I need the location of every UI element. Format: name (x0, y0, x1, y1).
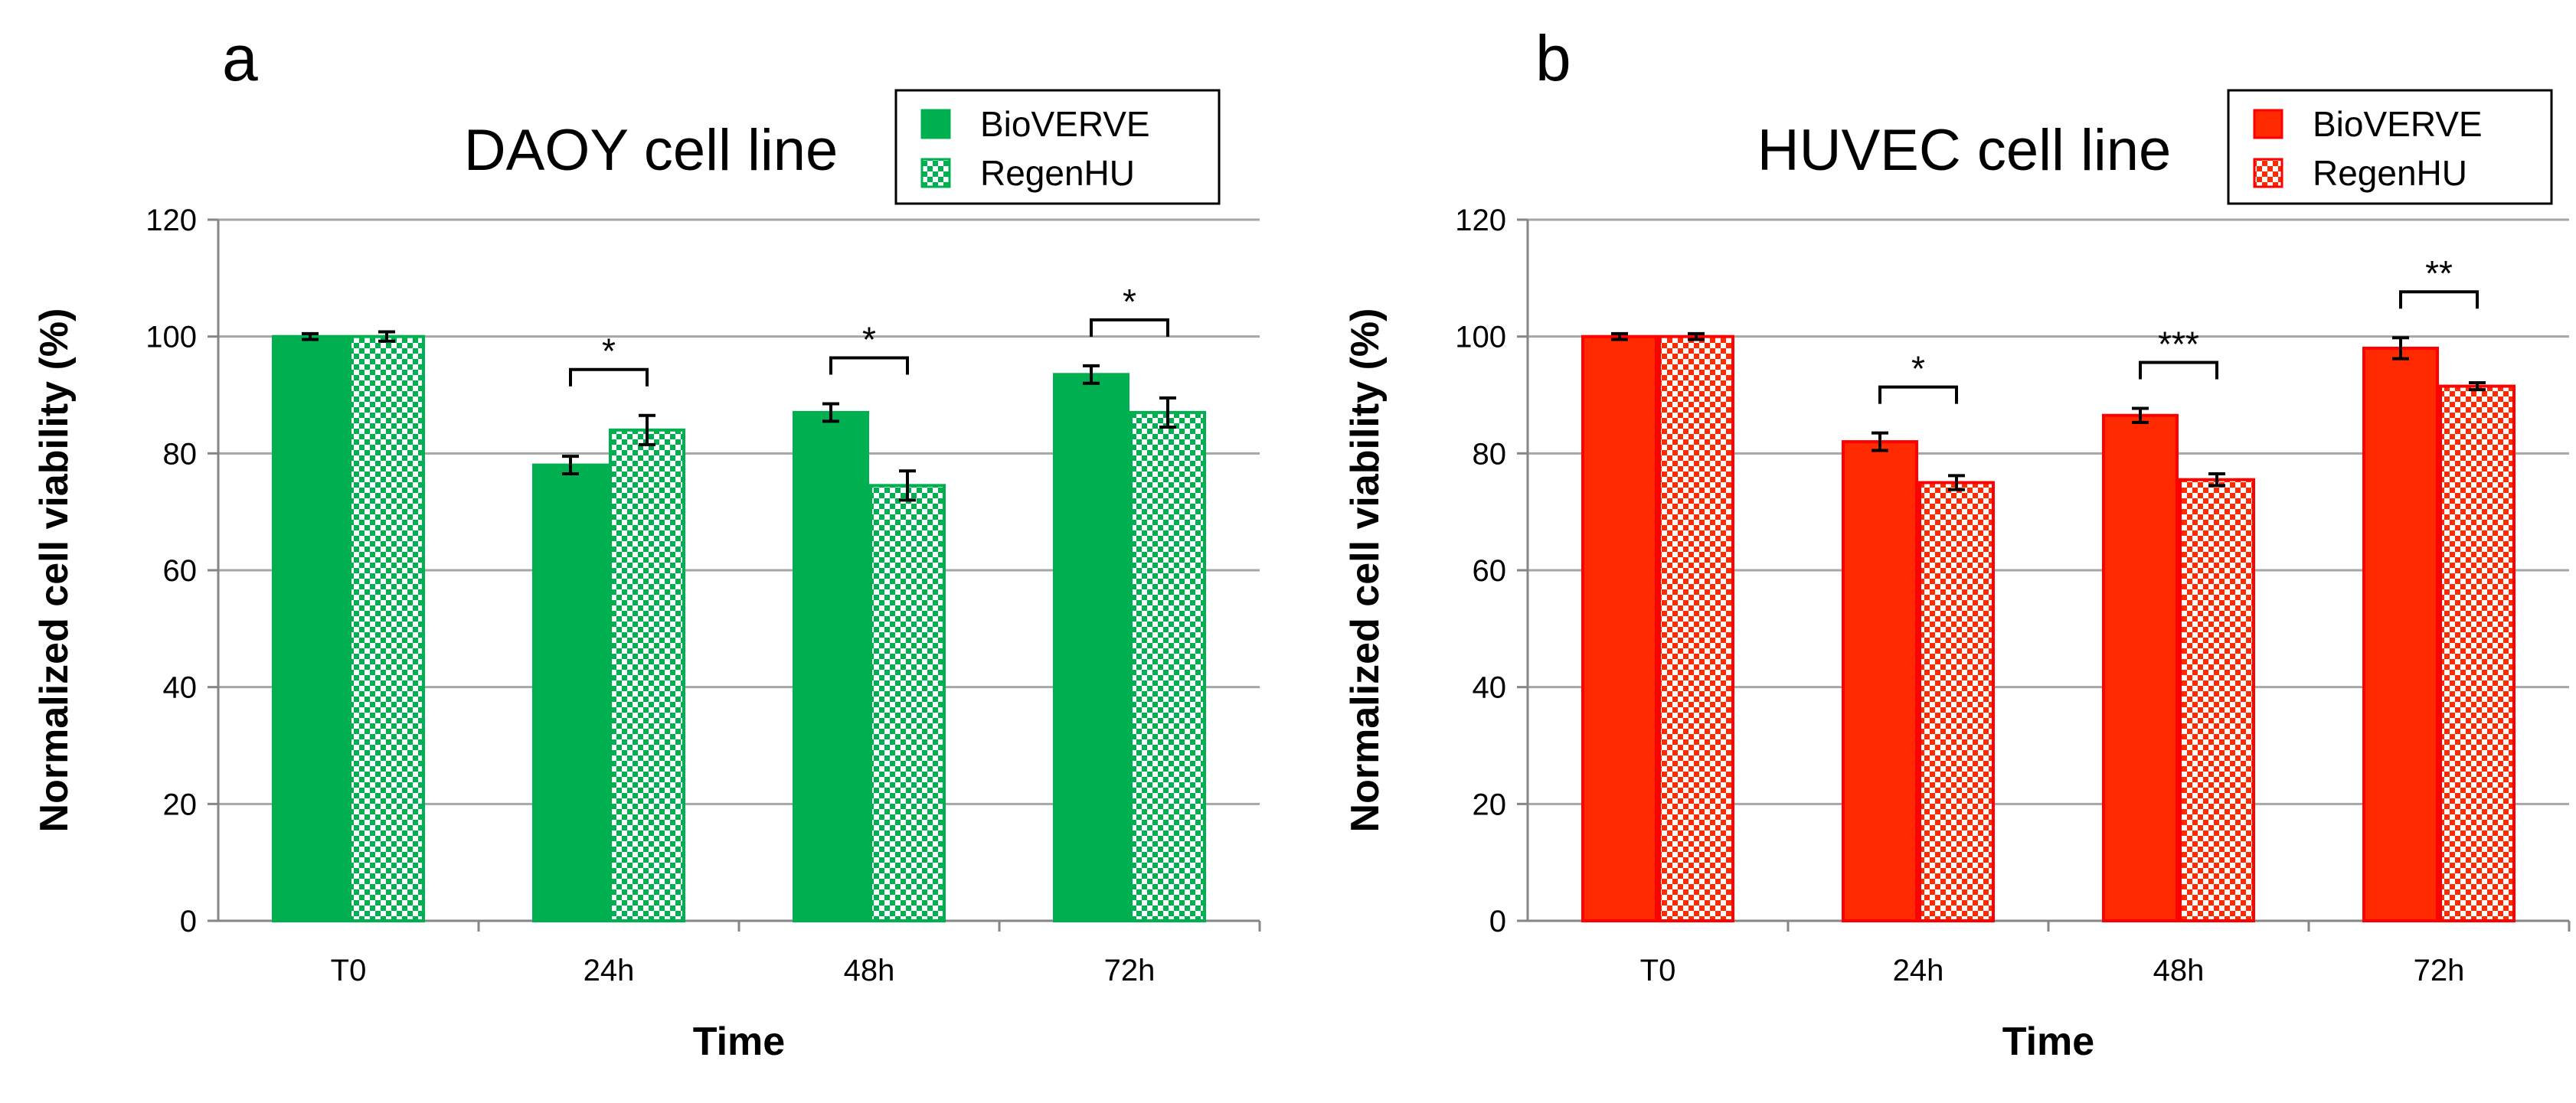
chart-panel-b: b HUVEC cell line 0 20 40 60 80 100 120 T0 24h 48h 7… (1343, 22, 2571, 1064)
bar-regenhu-48h (2179, 478, 2255, 922)
bar-bioverve-72h (2362, 346, 2439, 922)
y-tick-label: 100 (145, 321, 197, 354)
significance-label: ** (2425, 253, 2453, 293)
y-tick-label: 60 (1473, 554, 1507, 588)
x-tick-label: T0 (331, 954, 367, 987)
y-axis-label: Normalized cell viability (%) (32, 308, 77, 833)
y-tick-label: 60 (163, 554, 198, 588)
significance-label: * (1123, 282, 1136, 321)
significance-bracket (2399, 290, 2479, 309)
x-axis-label: Time (693, 1020, 785, 1064)
significance-bracket (2139, 361, 2218, 380)
significance-label: *** (2158, 325, 2199, 364)
y-tick-label: 40 (163, 671, 198, 705)
bar-regenhu-72h (1129, 410, 1206, 922)
panel-letter: a (222, 22, 258, 94)
y-tick-label: 80 (1473, 437, 1507, 471)
bar-bioverve-24h (532, 463, 609, 922)
bar-regenhu-72h (2439, 384, 2516, 922)
legend-swatch-bioverve (920, 109, 951, 139)
x-tick-label: 48h (2153, 954, 2205, 987)
y-tick-label: 20 (1473, 788, 1507, 821)
chart-panel-a: a DAOY cell line 0 20 40 60 80 100 120 T0 24h 48h 72… (32, 22, 1261, 1064)
x-tick-label: 24h (1893, 954, 1944, 987)
x-tick-label: 48h (844, 954, 895, 987)
bar-regenhu-t0 (348, 334, 425, 922)
bar-bioverve-72h (1053, 373, 1129, 922)
legend: BioVERVE RegenHU (894, 89, 1221, 205)
legend-label-bioverve: BioVERVE (980, 104, 1150, 144)
bar-regenhu-t0 (1658, 334, 1734, 922)
x-tick-label: T0 (1640, 954, 1676, 987)
y-tick-label: 40 (1473, 671, 1507, 705)
legend-label-regenhu: RegenHU (980, 153, 1135, 193)
legend-swatch-regenhu (2253, 158, 2283, 188)
bar-regenhu-24h (609, 428, 685, 922)
y-axis-label: Normalized cell viability (%) (1343, 308, 1388, 833)
bar-bioverve-24h (1842, 440, 1918, 922)
legend-label-bioverve: BioVERVE (2313, 104, 2483, 144)
chart-title: DAOY cell line (464, 118, 839, 183)
y-tick-label: 20 (163, 788, 198, 821)
bar-regenhu-48h (869, 484, 946, 922)
x-tick-label: 24h (584, 954, 635, 987)
chart-title: HUVEC cell line (1757, 118, 2172, 183)
significance-bracket (569, 367, 649, 387)
bar-regenhu-24h (1918, 481, 1995, 922)
significance-bracket (1878, 385, 1958, 404)
bar-bioverve-48h (793, 410, 869, 922)
y-tick-label: 100 (1455, 321, 1506, 354)
x-tick-label: 72h (1104, 954, 1156, 987)
legend-swatch-bioverve (2253, 109, 2283, 139)
significance-label: * (862, 319, 876, 359)
y-tick-label: 120 (1455, 204, 1506, 237)
significance-label: * (602, 331, 616, 371)
x-axis-label: Time (2002, 1020, 2094, 1064)
significance-label: * (1911, 349, 1925, 389)
significance-bracket (1090, 318, 1169, 337)
legend-swatch-regenhu (920, 158, 951, 188)
y-tick-label: 0 (180, 905, 197, 938)
bar-bioverve-t0 (1581, 334, 1658, 922)
bar-bioverve-48h (2102, 413, 2179, 922)
significance-bracket (829, 356, 909, 375)
panel-letter: b (1535, 22, 1571, 94)
legend: BioVERVE RegenHU (2227, 89, 2553, 205)
bar-bioverve-t0 (272, 334, 348, 922)
x-tick-label: 72h (2414, 954, 2465, 987)
y-tick-label: 0 (1489, 905, 1506, 938)
y-tick-label: 120 (145, 204, 197, 237)
y-tick-label: 80 (163, 437, 198, 471)
legend-label-regenhu: RegenHU (2313, 153, 2467, 193)
